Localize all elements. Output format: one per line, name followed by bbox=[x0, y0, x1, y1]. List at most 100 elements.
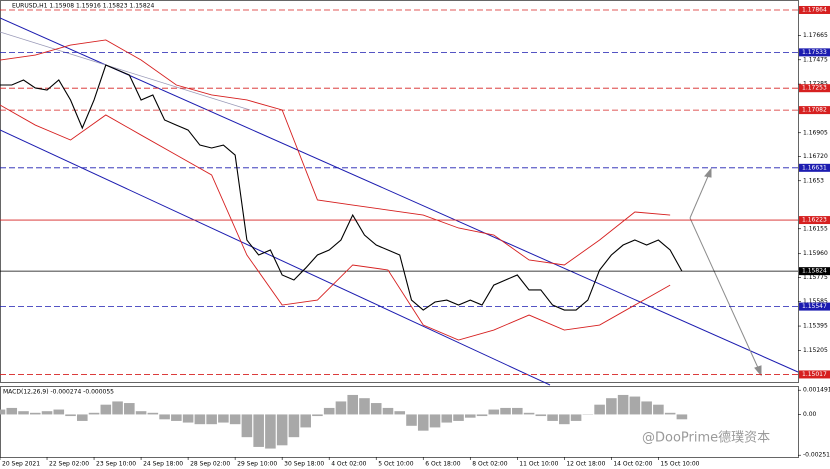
level-label: 1.17253 bbox=[802, 85, 827, 92]
price-line bbox=[0, 64, 683, 311]
macd-bar bbox=[218, 414, 229, 423]
macd-bar bbox=[65, 414, 76, 417]
x-tick-label: 8 Oct 02:00 bbox=[472, 461, 507, 468]
macd-bar bbox=[664, 412, 676, 415]
macd-bar bbox=[476, 414, 488, 417]
x-tick-label: 20 Sep 2021 bbox=[2, 461, 40, 468]
x-tick-label: 6 Oct 18:00 bbox=[425, 461, 460, 468]
y-tick-label: 1.15205 bbox=[803, 347, 828, 354]
macd-bar bbox=[617, 394, 629, 415]
x-tick-label: 5 Oct 10:00 bbox=[378, 461, 413, 468]
macd-bar bbox=[18, 411, 29, 415]
x-tick-label: 29 Sep 10:00 bbox=[237, 461, 277, 468]
macd-label: MACD(12,26,9) -0.000274 -0.000055 bbox=[3, 389, 114, 396]
macd-bar bbox=[112, 401, 123, 415]
macd-bar bbox=[512, 407, 523, 415]
y-tick-label: 1.16905 bbox=[803, 129, 828, 136]
macd-bar bbox=[559, 414, 570, 425]
level-box bbox=[799, 216, 830, 225]
macd-bar bbox=[382, 407, 394, 415]
y-tick-label: 1.15960 bbox=[803, 250, 828, 257]
level-box bbox=[799, 302, 830, 311]
bollinger-band bbox=[0, 104, 671, 341]
x-tick-label: 11 Oct 10:00 bbox=[519, 461, 558, 468]
y-tick-label: 1.16155 bbox=[803, 225, 828, 232]
level-box bbox=[799, 370, 830, 379]
macd-bar bbox=[159, 414, 170, 420]
macd-bar bbox=[0, 409, 6, 415]
macd-bar bbox=[335, 401, 347, 415]
macd-bar bbox=[300, 414, 311, 428]
macd-bar bbox=[370, 403, 382, 415]
macd-bar bbox=[124, 403, 135, 415]
price-panel bbox=[0, 0, 799, 383]
macd-panel bbox=[0, 386, 799, 458]
macd-bar bbox=[229, 414, 241, 425]
x-tick-label: 24 Sep 18:00 bbox=[143, 461, 183, 468]
x-tick-label: 14 Oct 02:00 bbox=[613, 461, 652, 468]
y-tick-label: 1.17665 bbox=[803, 32, 828, 39]
macd-bar bbox=[100, 404, 112, 415]
macd-bar bbox=[570, 414, 582, 421]
macd-bar bbox=[88, 412, 100, 415]
level-label: 1.15017 bbox=[802, 371, 827, 378]
macd-bar bbox=[147, 412, 159, 415]
macd-bar bbox=[641, 401, 652, 415]
y-tick-label: 1.15775 bbox=[803, 274, 828, 281]
macd-bar bbox=[77, 414, 88, 421]
macd-bar bbox=[429, 414, 441, 428]
macd-bar bbox=[206, 414, 217, 425]
channel-upper bbox=[0, 17, 799, 373]
level-label: 1.16223 bbox=[802, 217, 827, 224]
macd-bar bbox=[171, 414, 182, 421]
macd-bar bbox=[453, 414, 464, 421]
x-tick-label: 22 Sep 02:00 bbox=[49, 461, 89, 468]
macd-bar bbox=[606, 398, 617, 415]
level-label: 1.17082 bbox=[802, 107, 827, 114]
x-tick-label: 30 Sep 18:00 bbox=[284, 461, 324, 468]
projection-arrows bbox=[689, 167, 762, 377]
level-label: 1.16631 bbox=[802, 164, 827, 171]
macd-bar bbox=[441, 414, 453, 423]
macd-bar bbox=[488, 409, 500, 415]
y-tick-label: 1.16720 bbox=[803, 153, 828, 160]
macd-bar bbox=[241, 414, 253, 438]
level-box bbox=[799, 84, 830, 93]
level-label: 1.17533 bbox=[802, 49, 827, 56]
channel-lower bbox=[0, 129, 551, 386]
macd-tick-label: 0.001491 bbox=[803, 387, 830, 394]
macd-bar bbox=[288, 414, 300, 438]
macd-bar bbox=[500, 407, 511, 415]
chart-title: EURUSD,H1 1.15908 1.15916 1.15823 1.1582… bbox=[12, 3, 154, 10]
macd-bar bbox=[523, 412, 535, 415]
macd-bar bbox=[394, 411, 406, 415]
macd-bar bbox=[53, 409, 65, 415]
level-box bbox=[799, 48, 830, 57]
macd-bar bbox=[547, 414, 558, 421]
macd-bar bbox=[312, 414, 323, 417]
x-tick-label: 23 Sep 10:00 bbox=[96, 461, 136, 468]
y-tick-label: 1.15395 bbox=[803, 323, 828, 330]
macd-tick-label: 0.00 bbox=[803, 411, 817, 418]
level-box bbox=[799, 5, 830, 14]
level-box bbox=[799, 106, 830, 115]
macd-bar bbox=[41, 411, 53, 415]
level-label: 1.15824 bbox=[802, 268, 827, 275]
macd-bar bbox=[594, 404, 605, 415]
x-tick-label: 28 Sep 02:00 bbox=[190, 461, 230, 468]
x-tick-label: 4 Oct 02:00 bbox=[331, 461, 366, 468]
macd-bar bbox=[347, 394, 358, 415]
macd-bar bbox=[464, 414, 476, 418]
macd-bar bbox=[417, 414, 429, 431]
macd-bar bbox=[265, 414, 276, 449]
y-tick-label: 1.15585 bbox=[803, 298, 828, 305]
level-label: 1.17864 bbox=[802, 6, 827, 13]
macd-bar bbox=[276, 414, 288, 446]
macd-bar bbox=[653, 404, 664, 415]
y-tick-label: 1.17475 bbox=[803, 56, 828, 63]
bollinger-band bbox=[0, 39, 671, 266]
x-tick-label: 15 Oct 10:00 bbox=[660, 461, 699, 468]
level-label: 1.15547 bbox=[802, 303, 827, 310]
